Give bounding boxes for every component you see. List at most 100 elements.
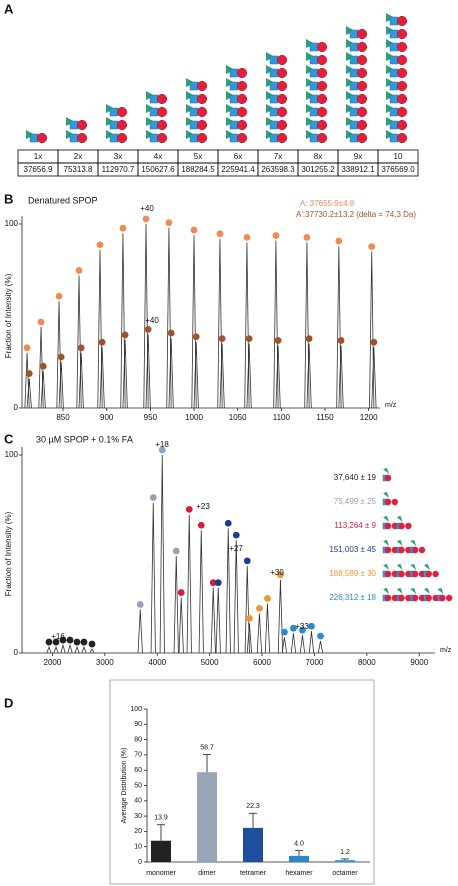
peak [336, 246, 342, 409]
peak [58, 361, 64, 409]
glyph-box [309, 55, 319, 65]
x-tick-label: 1000 [185, 413, 203, 422]
peak [299, 635, 306, 654]
legend-glyph [383, 540, 389, 546]
peak-marker [37, 318, 45, 326]
glyph-ball [196, 80, 208, 92]
peak [246, 343, 252, 409]
legend-label: 226,312 ± 18 [329, 593, 376, 602]
table-mass: 301255.2 [301, 165, 335, 174]
peak [67, 643, 73, 654]
y-tick-label: 90 [134, 721, 142, 728]
glyph-ball [396, 41, 408, 53]
glyph-ball [356, 93, 368, 105]
y-tick-label: 0 [14, 403, 19, 412]
y-axis-label: Fraction of Intensity (%) [4, 511, 13, 596]
peak-marker [305, 335, 313, 342]
glyph-box [309, 94, 319, 104]
glyph-ball [396, 119, 408, 131]
x-tick-label: 4000 [148, 658, 166, 667]
peak-marker [158, 446, 166, 454]
oligomer-glyphs [26, 13, 453, 602]
y-tick-label: 30 [134, 813, 142, 820]
peak-marker [177, 589, 185, 596]
peak [166, 227, 172, 409]
peak-marker [96, 241, 104, 249]
peak-marker [197, 521, 205, 529]
glyph-ball [236, 67, 248, 79]
peak-marker [243, 557, 251, 565]
peak-marker [59, 636, 67, 644]
peak [369, 251, 375, 409]
glyph-ball [356, 28, 368, 40]
y-tick-label: 100 [130, 706, 142, 713]
glyph-ball [396, 93, 408, 105]
glyph-box [349, 68, 359, 78]
glyph-ball [236, 80, 248, 92]
legend-label: 151,003 ± 45 [329, 545, 376, 554]
annotation: +27 [229, 544, 243, 553]
glyph-ball [316, 132, 328, 144]
peak [81, 645, 87, 654]
glyph-box [389, 94, 399, 104]
legend-glyph [391, 546, 398, 554]
glyph-ball [116, 106, 128, 118]
glyph-box [389, 107, 399, 117]
glyph-ball [356, 119, 368, 131]
x-tick-label: 5000 [201, 658, 219, 667]
glyph-box [109, 120, 119, 130]
peak [290, 633, 297, 654]
peak-marker [119, 224, 127, 232]
peak [264, 603, 271, 654]
peak [244, 565, 250, 654]
peak [217, 238, 223, 409]
legend-glyph [418, 594, 426, 602]
table-mass: 338912.1 [341, 165, 375, 174]
glyph-box [349, 42, 359, 52]
peak [76, 275, 82, 409]
glyph-ball [36, 132, 48, 144]
legend-glyph [398, 594, 405, 602]
legend-glyph [439, 594, 446, 602]
glyph-box [309, 107, 319, 117]
x-tick-label: 1150 [316, 413, 334, 422]
glyph-ball [276, 93, 288, 105]
legend-glyph [432, 570, 439, 578]
peak-marker [75, 267, 83, 274]
table-header: 5x [194, 152, 202, 161]
legend-glyph [384, 498, 392, 506]
error-bar [249, 812, 257, 828]
glyph-ball [156, 106, 168, 118]
glyph-box [349, 55, 359, 65]
glyph-box [69, 133, 79, 143]
x-tick-label: 950 [144, 413, 158, 422]
glyph-box [189, 107, 199, 117]
glyph-box [389, 29, 399, 39]
x-tick-label: 9000 [410, 658, 428, 667]
legend-glyph [391, 570, 398, 578]
y-tick-label: 20 [134, 828, 142, 835]
glyph-ball [236, 93, 248, 105]
y-tick-label: 50 [134, 782, 142, 789]
peak-marker [80, 638, 88, 646]
peak [233, 540, 239, 654]
glyph-ball [396, 106, 408, 118]
glyph-ball [76, 132, 88, 144]
y-tick-label: 80 [134, 736, 142, 743]
table-header: 7x [274, 152, 282, 161]
value-label: 13.9 [154, 815, 168, 822]
glyph-ball [276, 67, 288, 79]
legend-glyph [423, 564, 430, 570]
glyph-box [389, 42, 399, 52]
legend-glyph [410, 564, 417, 570]
y-tick-label: 40 [134, 798, 142, 805]
bar [151, 840, 171, 862]
peak-marker [88, 640, 96, 648]
peak-marker [290, 624, 297, 632]
peak [193, 341, 199, 409]
y-tick-label: 100 [5, 450, 19, 459]
peak-marker [218, 335, 226, 342]
glyph-box [189, 81, 199, 91]
table-mass: 225941.4 [221, 165, 255, 174]
annotation: A':37730.2±13.2 (delta = 74.3 Da) [296, 210, 416, 219]
